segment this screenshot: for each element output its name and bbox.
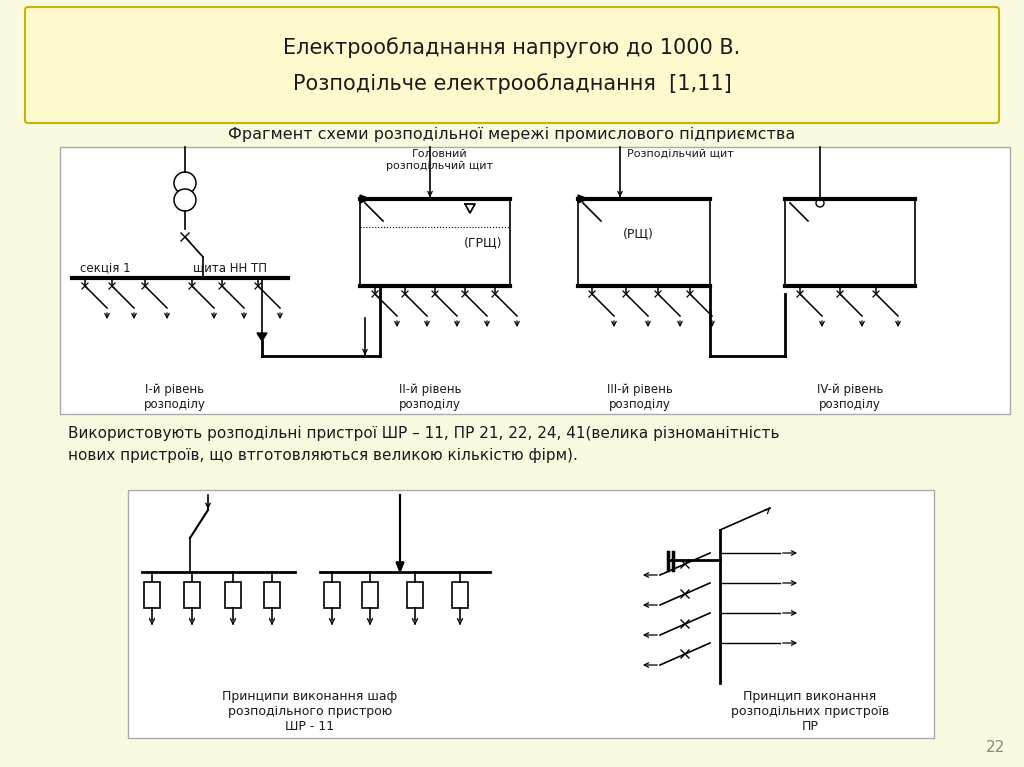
FancyBboxPatch shape xyxy=(25,7,999,123)
Text: (РЩ): (РЩ) xyxy=(623,228,653,241)
Text: IV-й рівень
розподілу: IV-й рівень розподілу xyxy=(817,383,883,411)
Bar xyxy=(144,582,160,608)
Text: Розподільче електрообладнання  [1,11]: Розподільче електрообладнання [1,11] xyxy=(293,74,731,94)
Text: Використовують розподільні пристрої ШР – 11, ПР 21, 22, 24, 41(велика різноманіт: Використовують розподільні пристрої ШР –… xyxy=(68,426,779,441)
Text: Принцип виконання
розподільних пристроїв
ПР: Принцип виконання розподільних пристроїв… xyxy=(731,690,889,733)
Bar xyxy=(60,147,1010,414)
Text: (ГРЩ): (ГРЩ) xyxy=(464,236,502,249)
Circle shape xyxy=(174,189,196,211)
Text: Розподільчий щит: Розподільчий щит xyxy=(627,149,733,159)
Text: III-й рівень
розподілу: III-й рівень розподілу xyxy=(607,383,673,411)
Bar xyxy=(452,582,468,608)
Bar xyxy=(128,490,934,738)
Bar xyxy=(324,582,340,608)
Bar xyxy=(225,582,241,608)
Bar xyxy=(184,582,200,608)
Polygon shape xyxy=(257,333,267,341)
Text: Фрагмент схеми розподільної мережі промислового підприємства: Фрагмент схеми розподільної мережі проми… xyxy=(228,127,796,141)
Circle shape xyxy=(174,172,196,194)
Text: секція 1: секція 1 xyxy=(80,261,130,274)
Text: щита НН ТП: щита НН ТП xyxy=(193,261,267,274)
Text: нових пристроїв, що втготовляються великою кількістю фірм).: нових пристроїв, що втготовляються велик… xyxy=(68,448,578,463)
Polygon shape xyxy=(360,195,370,203)
Text: Електрообладнання напругою до 1000 В.: Електрообладнання напругою до 1000 В. xyxy=(284,38,740,58)
Bar xyxy=(407,582,423,608)
Circle shape xyxy=(816,199,824,207)
Polygon shape xyxy=(578,195,588,203)
Bar xyxy=(362,582,378,608)
Bar xyxy=(264,582,280,608)
Polygon shape xyxy=(396,562,404,572)
Text: I-й рівень
розподілу: I-й рівень розподілу xyxy=(144,383,206,411)
Text: Принципи виконання шаф
розподільного пристрою
ШР - 11: Принципи виконання шаф розподільного при… xyxy=(222,690,397,733)
Text: II-й рівень
розподілу: II-й рівень розподілу xyxy=(398,383,461,411)
Text: Головний
розподільчий щит: Головний розподільчий щит xyxy=(386,149,494,170)
Text: 22: 22 xyxy=(986,740,1005,755)
